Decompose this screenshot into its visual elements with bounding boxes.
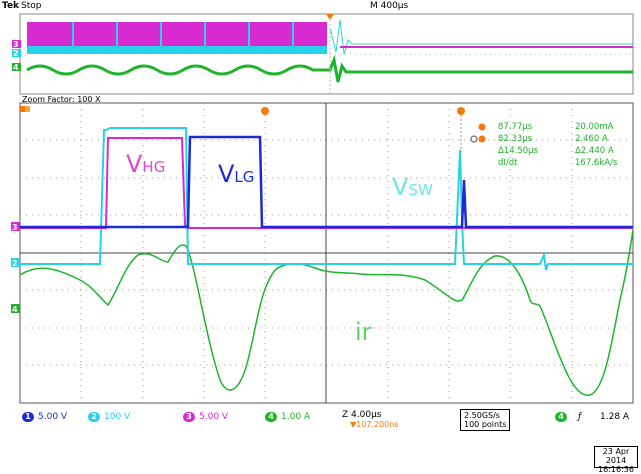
record-length: 100 points [464, 420, 507, 429]
vlg-sub-text: LG [234, 168, 255, 186]
vlg-main-text: V [218, 160, 235, 188]
svg-text:3: 3 [12, 223, 18, 232]
svg-text:2: 2 [12, 259, 18, 268]
date-time: 16:16:36 [598, 465, 634, 474]
vhg-sub-text: HG [142, 158, 166, 176]
cursor-markers [20, 106, 465, 155]
ch1-chip[interactable]: 1 [22, 412, 34, 422]
overview-ch3-block [27, 22, 327, 50]
readout-a-value: 20.00mA [575, 122, 614, 132]
brand-label: Tek [2, 1, 20, 11]
timebase-label: M 400µs [370, 1, 409, 11]
ch3-scale: 5.00 V [199, 412, 229, 422]
vlg-label: VLG [218, 160, 254, 188]
overview-window: 3 2 4 [12, 13, 634, 95]
cursor-readout-left: 87.77µs 82.33µs Δ14.50µs dI/dt [498, 121, 538, 169]
top-bar: Tek Stop M 400µs [0, 0, 641, 14]
ch4-current-trace [19, 229, 634, 396]
svg-text:4: 4 [13, 63, 19, 72]
zoom-window: 3 2 4 [11, 102, 634, 404]
trigger-slope-icon: ƒ [578, 412, 582, 422]
cursor-readout-right: 20.00mA 2.460 A Δ2.440 A 167.6kA/s [575, 121, 617, 169]
readout-didt-value: 167.6kA/s [575, 158, 618, 168]
vsw-main-text: V [392, 173, 409, 201]
readout-b-time: 82.33µs [498, 134, 533, 144]
zoom-time-div: Z 4.00µs [342, 410, 382, 420]
ch2-scale: 100 V [104, 412, 131, 422]
ch1-scale: 5.00 V [38, 412, 68, 422]
ir-label: ir [355, 318, 372, 346]
ch4-scale: 1.00 A [281, 412, 311, 422]
sample-rate-box: 2.50GS/s 100 points [460, 409, 511, 431]
svg-text:4: 4 [12, 305, 18, 314]
sample-rate: 2.50GS/s [464, 411, 500, 420]
cursor-b-icon [457, 107, 465, 115]
cursor-a-icon [261, 107, 269, 115]
ch3-chip[interactable]: 3 [183, 412, 195, 422]
vsw-sub-text: SW [408, 181, 433, 199]
svg-text:2: 2 [13, 49, 19, 58]
overview-ch2-block [27, 46, 327, 54]
trigger-level: 1.28 A [600, 412, 630, 422]
trigger-source-chip[interactable]: 4 [555, 412, 567, 422]
vsw-label: VSW [392, 173, 433, 201]
channel-status-bar: 1 5.00 V 2 100 V 3 5.00 V 4 1.00 A Z 4.0… [0, 407, 641, 431]
date-day: 23 Apr 2014 [602, 447, 630, 465]
readout-delta-value: Δ2.440 A [575, 146, 614, 156]
readout-a-time: 87.77µs [498, 122, 533, 132]
zoom-factor-label: Zoom Factor: 100 X [22, 95, 101, 104]
readout-b-value: 2.460 A [575, 134, 608, 144]
ch4-chip[interactable]: 4 [265, 412, 277, 422]
svg-text:3: 3 [13, 40, 19, 49]
date-box: 23 Apr 2014 16:16:36 [594, 446, 638, 474]
readout-didt-label: dI/dt [498, 158, 518, 168]
readout-delta-time: Δ14.50µs [498, 146, 538, 156]
vhg-label: VHG [126, 150, 165, 178]
ch2-chip[interactable]: 2 [88, 412, 100, 422]
vhg-main-text: V [126, 150, 143, 178]
ch2-vsw-trace [20, 127, 633, 271]
trigger-marker [326, 14, 334, 20]
ch1-vlg-trace [20, 135, 633, 229]
acq-state: Stop [21, 1, 42, 11]
overview-ch4-trace [26, 54, 633, 83]
trigger-position: ▼107.200ns [350, 420, 399, 429]
